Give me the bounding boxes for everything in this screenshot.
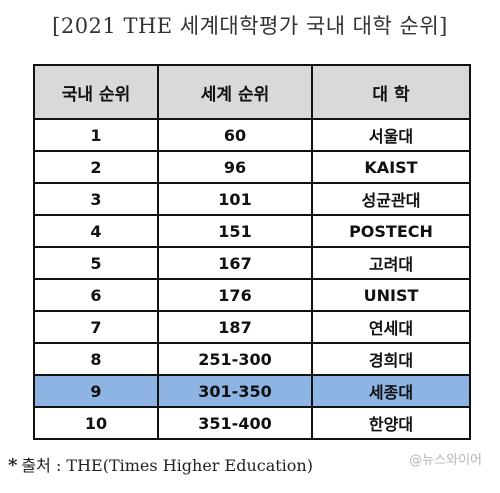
- world-rank-cell: 96: [157, 150, 313, 184]
- domestic-rank-cell: 5: [33, 246, 159, 280]
- university-cell: 서울대: [311, 118, 471, 152]
- table-row: 6 176 UNIST: [33, 278, 471, 312]
- world-rank-cell: 151: [157, 214, 313, 248]
- university-cell: POSTECH: [311, 214, 471, 248]
- header-domestic-rank: 국내 순위: [33, 64, 159, 120]
- university-cell: 한양대: [311, 406, 471, 440]
- domestic-rank-cell: 8: [33, 342, 159, 376]
- table-row: 4 151 POSTECH: [33, 214, 471, 248]
- university-cell: KAIST: [311, 150, 471, 184]
- domestic-rank-cell: 3: [33, 182, 159, 216]
- world-rank-cell: 60: [157, 118, 313, 152]
- university-cell: 연세대: [311, 310, 471, 344]
- domestic-rank-cell: 9: [33, 374, 159, 408]
- domestic-rank-cell: 7: [33, 310, 159, 344]
- table-row: 2 96 KAIST: [33, 150, 471, 184]
- domestic-rank-cell: 2: [33, 150, 159, 184]
- university-cell: 경희대: [311, 342, 471, 376]
- university-cell: 성균관대: [311, 182, 471, 216]
- university-cell: 세종대: [311, 374, 471, 408]
- footnote-mark: *: [8, 455, 18, 476]
- university-cell: UNIST: [311, 278, 471, 312]
- university-cell: 고려대: [311, 246, 471, 280]
- table-row: 1 60 서울대: [33, 118, 471, 152]
- world-rank-cell: 301-350: [157, 374, 313, 408]
- world-rank-cell: 351-400: [157, 406, 313, 440]
- page-title: [2021 THE 세계대학평가 국내 대학 순위]: [52, 14, 448, 38]
- header-university: 대 학: [311, 64, 471, 120]
- table-row: 10 351-400 한양대: [33, 406, 471, 440]
- header-world-rank: 세계 순위: [157, 64, 313, 120]
- source-note: * 출처 : THE(Times Higher Education): [8, 452, 492, 476]
- table-row-highlighted: 9 301-350 세종대: [33, 374, 471, 408]
- source-text: 출처 : THE(Times Higher Education): [21, 456, 313, 475]
- world-rank-cell: 187: [157, 310, 313, 344]
- ranking-table: 국내 순위 세계 순위 대 학 1 60 서울대 2 96 KAIST 3 10…: [33, 64, 471, 440]
- domestic-rank-cell: 4: [33, 214, 159, 248]
- table-row: 3 101 성균관대: [33, 182, 471, 216]
- world-rank-cell: 176: [157, 278, 313, 312]
- table-row: 7 187 연세대: [33, 310, 471, 344]
- world-rank-cell: 167: [157, 246, 313, 280]
- domestic-rank-cell: 10: [33, 406, 159, 440]
- table-header-row: 국내 순위 세계 순위 대 학: [33, 64, 471, 120]
- world-rank-cell: 101: [157, 182, 313, 216]
- world-rank-cell: 251-300: [157, 342, 313, 376]
- table-row: 5 167 고려대: [33, 246, 471, 280]
- domestic-rank-cell: 1: [33, 118, 159, 152]
- table-row: 8 251-300 경희대: [33, 342, 471, 376]
- domestic-rank-cell: 6: [33, 278, 159, 312]
